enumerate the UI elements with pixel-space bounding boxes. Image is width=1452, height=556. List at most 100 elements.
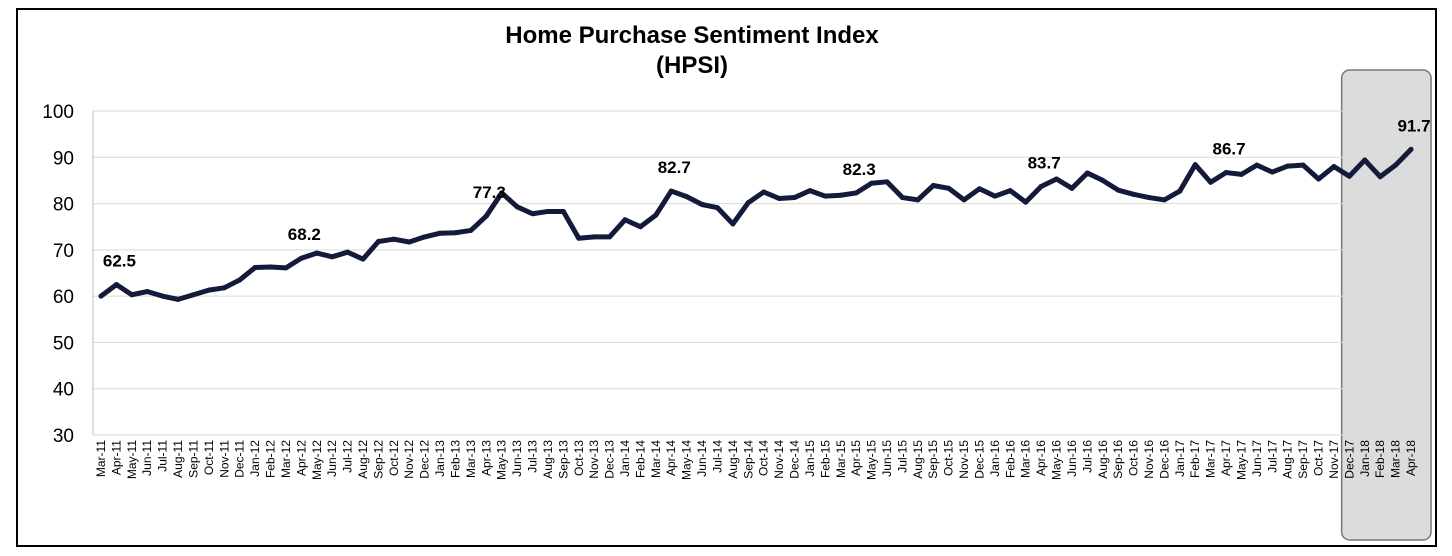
x-tick-label: Dec-14 bbox=[788, 440, 802, 479]
x-tick-label: Apr-13 bbox=[479, 440, 493, 476]
x-tick-label: May-16 bbox=[1050, 440, 1064, 480]
x-tick-label: Jun-14 bbox=[695, 440, 709, 477]
data-point bbox=[329, 254, 335, 260]
data-point bbox=[221, 285, 227, 291]
x-tick-label: Sep-17 bbox=[1296, 440, 1310, 479]
data-point bbox=[1084, 170, 1090, 176]
data-point bbox=[807, 188, 813, 194]
data-point bbox=[915, 197, 921, 203]
data-point bbox=[545, 208, 551, 214]
x-tick-label: Mar-17 bbox=[1204, 440, 1218, 478]
data-point bbox=[129, 292, 135, 298]
data-point bbox=[1346, 173, 1352, 179]
data-point bbox=[653, 212, 659, 218]
x-tick-label: Jul-17 bbox=[1265, 440, 1279, 473]
x-tick-label: Oct-13 bbox=[572, 440, 586, 476]
data-point bbox=[237, 277, 243, 283]
data-point bbox=[1177, 188, 1183, 194]
data-point bbox=[869, 180, 875, 186]
x-tick-label: Jun-15 bbox=[880, 440, 894, 477]
chart-frame bbox=[16, 8, 1437, 547]
data-point bbox=[853, 190, 859, 196]
data-point bbox=[899, 195, 905, 201]
data-point bbox=[1023, 199, 1029, 205]
data-point bbox=[391, 236, 397, 242]
x-tick-label: Apr-17 bbox=[1219, 440, 1233, 476]
data-point bbox=[1054, 176, 1060, 182]
data-point bbox=[992, 193, 998, 199]
x-tick-label: Mar-13 bbox=[464, 440, 478, 478]
x-tick-label: May-17 bbox=[1234, 440, 1248, 480]
data-point bbox=[206, 287, 212, 293]
x-tick-label: Feb-17 bbox=[1188, 440, 1202, 478]
data-point bbox=[637, 224, 643, 230]
x-tick-label: Apr-11 bbox=[109, 440, 123, 475]
x-tick-label: Nov-15 bbox=[957, 440, 971, 479]
data-point bbox=[1331, 164, 1337, 170]
x-tick-label: Oct-17 bbox=[1312, 440, 1326, 476]
data-point bbox=[360, 256, 366, 262]
x-tick-label: Jan-12 bbox=[248, 440, 262, 477]
x-tick-label: Jul-15 bbox=[895, 440, 909, 473]
x-tick-label: Aug-17 bbox=[1281, 440, 1295, 479]
x-tick-label: Nov-17 bbox=[1327, 440, 1341, 479]
grid-lines bbox=[92, 110, 1420, 436]
y-tick-label: 100 bbox=[42, 102, 74, 123]
data-labels: 62.5 68.2 77.3 82.7 82.3 83.7 86.7 91.7 bbox=[98, 116, 1431, 302]
data-point bbox=[745, 200, 751, 206]
x-tick-label: Dec-13 bbox=[603, 440, 617, 479]
data-label: 82.7 bbox=[658, 158, 691, 177]
x-tick-label: Oct-16 bbox=[1127, 440, 1141, 476]
x-tick-label: Dec-12 bbox=[418, 440, 432, 479]
data-point bbox=[1300, 162, 1306, 168]
x-tick-label: May-12 bbox=[310, 440, 324, 480]
x-tick-label: Apr-18 bbox=[1404, 440, 1418, 476]
data-label: 77.3 bbox=[473, 183, 506, 202]
x-tick-label: Jan-16 bbox=[988, 440, 1002, 477]
x-tick-label: Jun-16 bbox=[1065, 440, 1079, 477]
x-tick-label: Mar-14 bbox=[649, 440, 663, 478]
data-point bbox=[1285, 163, 1291, 169]
data-point bbox=[345, 249, 351, 255]
x-tick-label: Sep-11 bbox=[186, 440, 200, 478]
x-tick-label: Oct-12 bbox=[387, 440, 401, 476]
x-tick-label: Nov-16 bbox=[1142, 440, 1156, 479]
data-point bbox=[730, 221, 736, 227]
y-axis-ticks: 30 40 50 60 70 80 90 100 bbox=[42, 102, 74, 447]
x-tick-label: Feb-18 bbox=[1373, 440, 1387, 478]
data-point bbox=[1131, 191, 1137, 197]
data-point bbox=[1208, 179, 1214, 185]
highlight-box bbox=[1340, 69, 1432, 541]
data-point bbox=[761, 189, 767, 195]
x-tick-label: May-13 bbox=[495, 440, 509, 480]
data-point bbox=[576, 235, 582, 241]
x-tick-label: May-14 bbox=[680, 440, 694, 480]
data-point bbox=[560, 208, 566, 214]
y-tick-label: 30 bbox=[53, 426, 74, 447]
x-tick-label: Mar-12 bbox=[279, 440, 293, 478]
x-tick-label: Sep-15 bbox=[926, 440, 940, 479]
x-tick-label: Jun-12 bbox=[325, 440, 339, 477]
data-label: 86.7 bbox=[1213, 140, 1246, 159]
x-tick-label: Mar-18 bbox=[1389, 440, 1403, 478]
data-point bbox=[1408, 146, 1414, 152]
x-tick-label: Dec-17 bbox=[1342, 440, 1356, 479]
x-tick-label: Jul-14 bbox=[710, 440, 724, 473]
x-tick-label: Jan-17 bbox=[1173, 440, 1187, 477]
data-label: 68.2 bbox=[288, 225, 321, 244]
data-point bbox=[1069, 185, 1075, 191]
data-point bbox=[668, 188, 674, 194]
x-tick-label: Oct-14 bbox=[757, 440, 771, 476]
data-point bbox=[930, 183, 936, 189]
data-point bbox=[406, 239, 412, 245]
x-tick-label: Jun-11 bbox=[140, 440, 154, 476]
x-tick-label: Apr-14 bbox=[664, 440, 678, 476]
data-point bbox=[822, 193, 828, 199]
data-point bbox=[1269, 169, 1275, 175]
y-tick-label: 70 bbox=[53, 241, 74, 262]
data-point bbox=[792, 195, 798, 201]
data-point bbox=[483, 213, 489, 219]
data-point bbox=[1362, 157, 1368, 163]
data-point bbox=[468, 227, 474, 233]
x-tick-label: Feb-13 bbox=[448, 440, 462, 478]
